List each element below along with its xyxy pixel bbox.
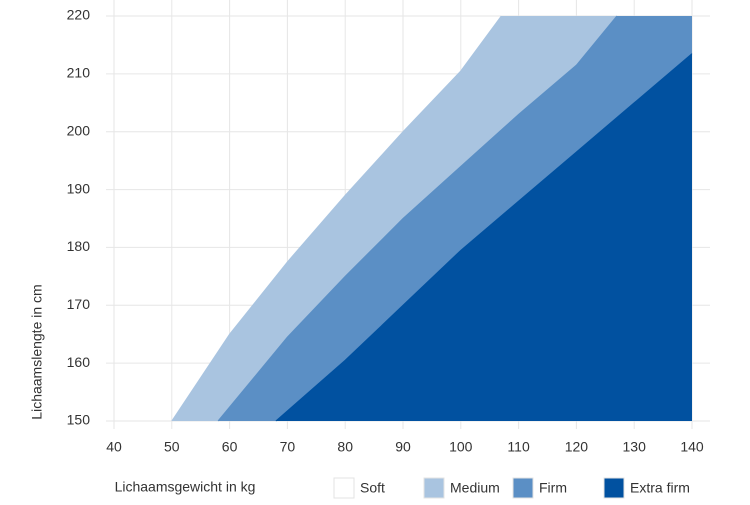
area-edge: [217, 15, 618, 422]
legend-label: Firm: [539, 480, 567, 496]
y-tick-label: 200: [67, 122, 91, 138]
legend-label: Soft: [360, 480, 385, 496]
area-fill: [275, 53, 692, 421]
y-tick-label: 210: [67, 65, 91, 81]
x-tick-label: 120: [565, 439, 589, 455]
y-tick-label: 160: [67, 354, 91, 370]
x-tick-label: 50: [164, 439, 180, 455]
x-axis-label: Lichaamsgewicht in kg: [115, 479, 256, 495]
y-tick-label: 190: [67, 180, 91, 196]
y-tick-label: 220: [67, 7, 91, 23]
x-tick-label: 140: [680, 439, 704, 455]
x-tick-label: 90: [395, 439, 411, 455]
legend-label: Medium: [450, 480, 500, 496]
y-tick-label: 150: [67, 412, 91, 428]
x-tick-label: 110: [507, 439, 530, 455]
y-tick-label: 170: [67, 296, 91, 312]
legend-label: Extra firm: [630, 480, 690, 496]
x-tick-label: 100: [449, 439, 473, 455]
area-edge: [171, 15, 502, 422]
y-tick-label: 180: [67, 238, 91, 254]
x-tick-label: 70: [280, 439, 296, 455]
x-tick-label: 40: [106, 439, 122, 455]
x-tick-label: 80: [337, 439, 353, 455]
x-tick-label: 60: [222, 439, 238, 455]
legend-swatch: [512, 477, 534, 499]
legend-swatch: [603, 477, 625, 499]
area-edge: [275, 53, 693, 422]
legend-swatch: [333, 477, 355, 499]
y-axis-label: Lichaamslengte in cm: [29, 284, 45, 419]
x-tick-label: 130: [623, 439, 647, 455]
legend-swatch: [423, 477, 445, 499]
